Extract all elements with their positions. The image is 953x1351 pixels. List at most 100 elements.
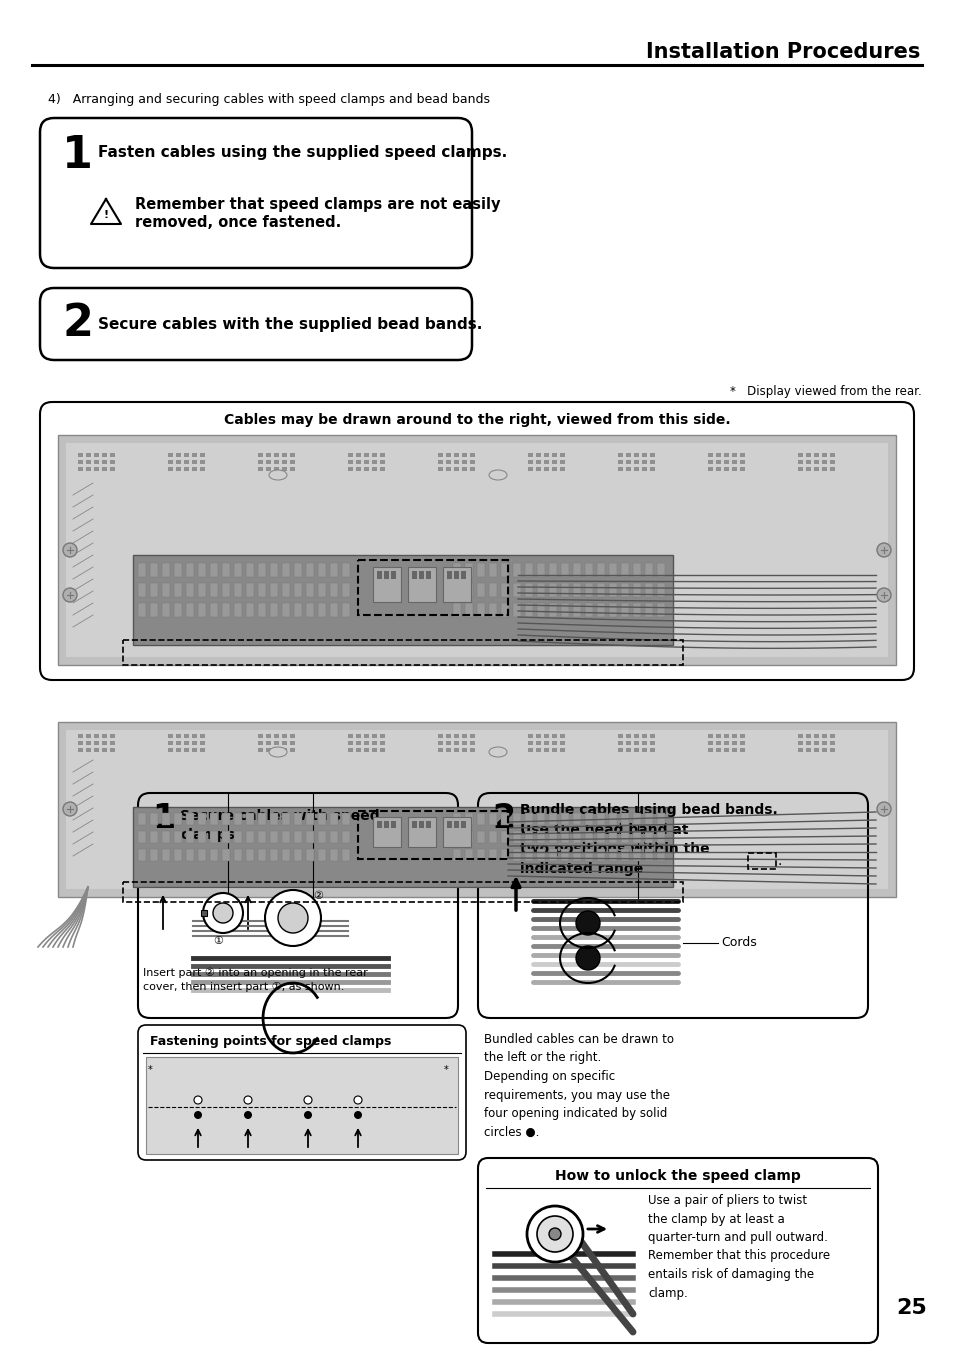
Bar [266,734,271,738]
Bar [376,571,381,580]
Bar [110,734,115,738]
Bar [543,734,548,738]
Bar [829,734,834,738]
Bar [282,748,287,753]
Bar [162,831,170,843]
Bar [446,453,451,457]
Bar [634,453,639,457]
Bar [355,467,360,471]
Bar [620,848,628,861]
Bar [94,748,99,753]
Bar [489,848,497,861]
Bar [559,740,564,744]
Bar [620,813,628,825]
Bar [461,748,467,753]
Bar [86,459,91,463]
Bar [584,584,593,597]
Bar [192,453,196,457]
Bar [210,848,218,861]
Bar [290,740,294,744]
Bar [341,831,350,843]
Bar [94,734,99,738]
Bar [306,584,314,597]
Bar [461,453,467,457]
Polygon shape [91,199,121,224]
Bar [150,563,158,577]
Bar [821,467,826,471]
Bar [829,740,834,744]
Circle shape [576,911,599,935]
Bar [257,603,266,617]
Bar [86,467,91,471]
Bar [173,848,182,861]
Bar [330,831,337,843]
Bar [246,848,253,861]
Bar [797,467,802,471]
Bar [270,848,277,861]
Bar [175,459,181,463]
Bar [168,748,172,753]
Bar [210,831,218,843]
Bar [270,813,277,825]
Bar [454,459,458,463]
Bar [78,467,83,471]
Bar [132,807,672,888]
Bar [138,563,146,577]
Bar [270,563,277,577]
Bar [543,740,548,744]
Bar [162,584,170,597]
Bar [731,453,737,457]
Bar [649,748,655,753]
Bar [527,734,533,738]
Bar [500,563,509,577]
Bar [198,584,206,597]
Bar [341,584,350,597]
Bar [797,740,802,744]
Bar [829,453,834,457]
Bar [641,467,646,471]
Bar [222,584,230,597]
Circle shape [203,893,243,934]
Bar [513,563,520,577]
Bar [747,852,775,869]
Bar [461,467,467,471]
Bar [618,459,622,463]
Bar [110,467,115,471]
Bar [78,459,83,463]
Bar [442,817,471,847]
Bar [447,821,452,828]
Bar [408,817,436,847]
Bar [657,831,664,843]
Bar [813,453,818,457]
Bar [192,734,196,738]
Bar [198,831,206,843]
Bar [355,453,360,457]
Text: Remember that speed clamps are not easily: Remember that speed clamps are not easil… [135,197,500,212]
Bar [527,740,533,744]
Bar [168,734,172,738]
Circle shape [63,588,77,603]
Bar [168,459,172,463]
Bar [716,734,720,738]
Text: Fastening points for speed clamps: Fastening points for speed clamps [150,1035,391,1047]
Bar [391,821,395,828]
Bar [537,813,544,825]
Bar [552,459,557,463]
Bar [805,467,810,471]
Text: *: * [148,1065,152,1075]
Bar [200,748,205,753]
Text: Installation Procedures: Installation Procedures [645,42,919,62]
Bar [731,748,737,753]
Bar [633,584,640,597]
Bar [573,563,580,577]
Text: Bundle cables using bead bands.
Use the head band at
two positions within the
in: Bundle cables using bead bands. Use the … [519,802,777,875]
Bar [198,563,206,577]
Bar [257,734,263,738]
Circle shape [63,543,77,557]
Bar [173,603,182,617]
Bar [476,584,484,597]
Bar [649,459,655,463]
Bar [723,459,728,463]
Bar [257,740,263,744]
Bar [412,821,416,828]
